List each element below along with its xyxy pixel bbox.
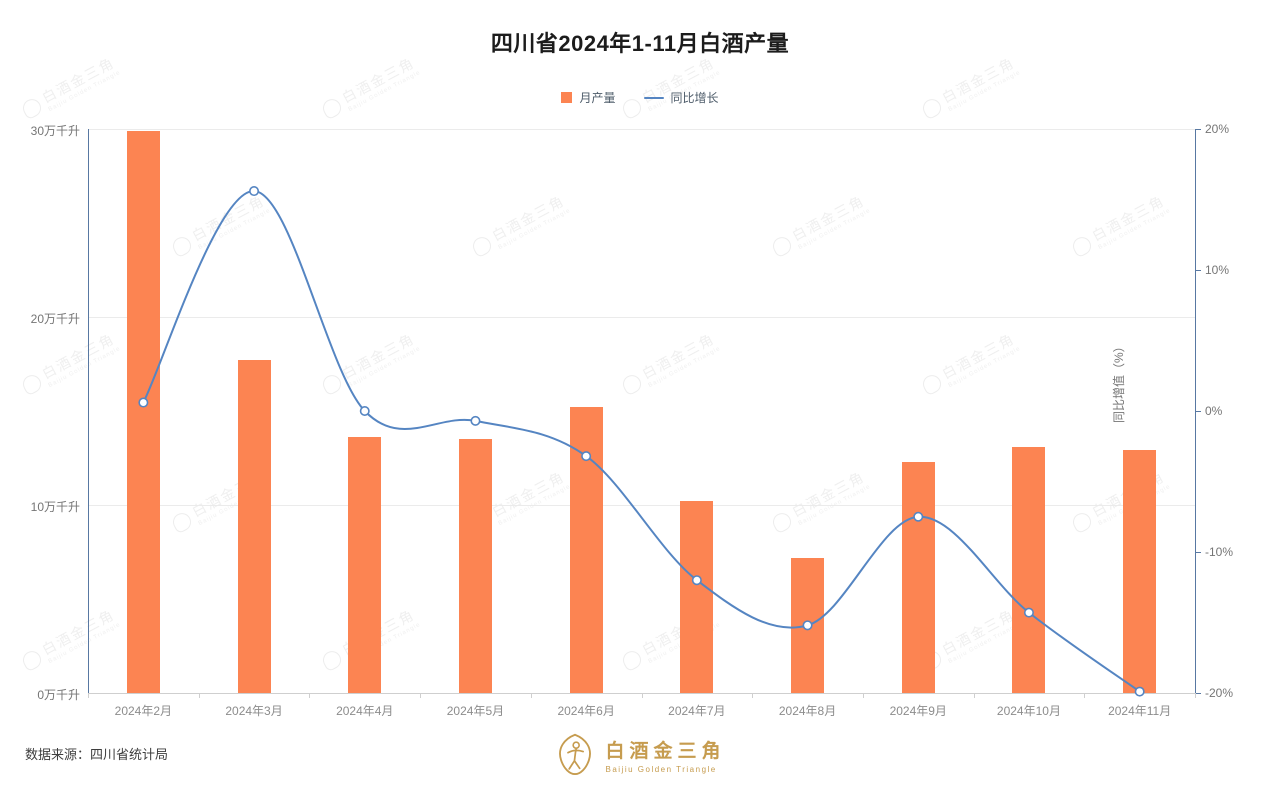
x-axis-label-2024年9月: 2024年9月: [889, 704, 947, 718]
y-axis-left-tick-label: 20万千升: [30, 312, 80, 326]
brand-text: 白酒金三角 Baijiu Golden Triangle: [605, 736, 725, 774]
x-axis-label-2024年6月: 2024年6月: [557, 704, 615, 718]
legend-item-monthly-output[interactable]: 月产量: [561, 89, 616, 106]
x-axis-label-2024年4月: 2024年4月: [336, 704, 394, 718]
x-axis-line: [88, 693, 1196, 694]
legend-item-yoy-growth[interactable]: 同比增长: [643, 89, 719, 106]
data-source-note: 数据来源：四川省统计局: [25, 747, 169, 762]
x-axis-label-2024年7月: 2024年7月: [668, 704, 726, 718]
legend-label: 月产量: [579, 91, 616, 105]
x-axis-tick: [530, 694, 532, 698]
y-axis-right-tick-label: -10%: [1205, 545, 1234, 559]
brand-subtitle: Baijiu Golden Triangle: [605, 765, 717, 774]
x-axis-label-2024年8月: 2024年8月: [778, 704, 837, 718]
y-axis-left-tick-label: 10万千升: [30, 500, 80, 514]
x-axis-label-2024年5月: 2024年5月: [446, 704, 505, 718]
x-axis-label-2024年3月: 2024年3月: [225, 704, 283, 718]
legend: 月产量 同比增长: [0, 89, 1280, 106]
line-point-2024年11月[interactable]: [1134, 686, 1145, 697]
legend-label: 同比增长: [670, 91, 719, 105]
line-point-2024年7月[interactable]: [691, 575, 702, 586]
x-axis-tick: [420, 694, 422, 698]
x-axis-tick: [752, 694, 754, 698]
y-axis-left-tick-label: 0万千升: [37, 688, 80, 702]
y-axis-left-tick-label: 30万千升: [30, 124, 80, 138]
y-axis-right-tick-label: 10%: [1205, 263, 1230, 277]
y-axis-right-tick-label: 20%: [1205, 122, 1230, 136]
brand-name: 白酒金三角: [605, 741, 726, 762]
x-axis-tick: [641, 694, 643, 698]
y-axis-right-tick: [1195, 411, 1201, 412]
bar-2024年2月[interactable]: [126, 130, 160, 693]
y-axis-right-tick-label: 0%: [1205, 404, 1223, 418]
y-axis-right-tick: [1195, 552, 1201, 553]
bar-2024年4月[interactable]: [348, 437, 382, 693]
bar-2024年11月[interactable]: [1123, 450, 1157, 693]
line-series-swatch-icon: [643, 96, 664, 99]
y-axis-right-tick: [1195, 693, 1201, 694]
line-point-2024年2月[interactable]: [138, 397, 149, 408]
line-point-2024年3月[interactable]: [249, 186, 260, 197]
x-axis-tick: [1195, 694, 1196, 698]
x-axis-tick: [88, 694, 89, 698]
bar-2024年7月[interactable]: [680, 501, 714, 693]
y-axis-right-tick-label: -20%: [1205, 686, 1234, 700]
y-axis-right-title: 同比增值（%）: [1112, 340, 1126, 423]
x-axis-tick: [973, 694, 975, 698]
bar-2024年9月[interactable]: [901, 461, 935, 693]
x-axis-label-2024年10月: 2024年10月: [996, 704, 1061, 718]
gridline: [88, 129, 1195, 130]
chart-title: 四川省2024年1-11月白酒产量: [490, 31, 790, 56]
bar-2024年6月[interactable]: [569, 407, 603, 693]
x-axis-tick: [198, 694, 200, 698]
x-axis-tick: [1084, 694, 1086, 698]
y-axis-left-line: [88, 129, 89, 694]
y-axis-right-line: [1195, 129, 1196, 694]
x-axis-label-2024年11月: 2024年11月: [1108, 704, 1172, 718]
gridline: [88, 317, 1195, 318]
y-axis-right-tick: [1195, 270, 1201, 271]
line-point-2024年8月[interactable]: [802, 620, 813, 631]
bar-2024年10月[interactable]: [1012, 446, 1046, 693]
brand-logo: 白酒金三角 Baijiu Golden Triangle: [0, 733, 1280, 777]
line-point-2024年5月[interactable]: [470, 415, 481, 426]
line-point-2024年4月[interactable]: [359, 405, 370, 416]
bar-2024年3月[interactable]: [237, 360, 271, 693]
line-point-2024年9月[interactable]: [913, 511, 924, 522]
x-axis-tick: [309, 694, 311, 698]
x-axis-tick: [862, 694, 864, 698]
line-point-2024年10月[interactable]: [1023, 607, 1034, 618]
brand-emblem-icon: [559, 733, 592, 776]
y-axis-right-tick: [1195, 129, 1201, 130]
x-axis-label-2024年2月: 2024年2月: [114, 704, 173, 718]
bar-2024年5月[interactable]: [458, 439, 492, 693]
bar-series-swatch-icon: [561, 92, 573, 103]
line-point-2024年6月[interactable]: [581, 451, 592, 462]
